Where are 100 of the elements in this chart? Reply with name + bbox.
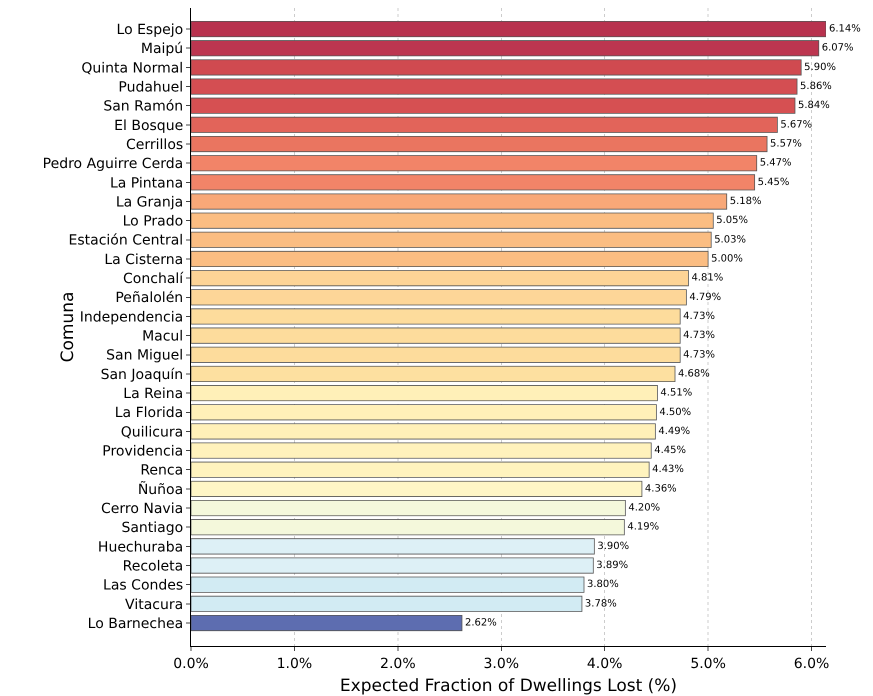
bar	[191, 500, 626, 516]
data-label: 4.20%	[628, 502, 660, 514]
data-label: 5.18%	[730, 196, 762, 208]
data-label: 4.79%	[689, 292, 722, 303]
bar	[191, 116, 778, 133]
bar	[191, 346, 681, 363]
bar	[191, 328, 681, 344]
data-label: 2.62%	[464, 618, 497, 629]
x-axis-title: Expected Fraction of Dwellings Lost (%)	[340, 676, 678, 696]
y-tick-label: Lo Prado	[122, 214, 184, 230]
data-label: 6.07%	[822, 42, 854, 54]
data-label: 5.45%	[758, 176, 790, 188]
bar	[191, 40, 820, 56]
y-axis-title: Comuna	[58, 292, 78, 362]
data-label: 5.05%	[716, 215, 748, 226]
y-tick-label: Maipú	[140, 41, 184, 58]
x-tick-label: 3.0%	[483, 656, 520, 672]
bar	[191, 21, 826, 38]
y-tick-label: Vitacura	[125, 596, 184, 613]
data-label: 3.89%	[596, 560, 628, 572]
data-label: 4.36%	[644, 483, 677, 494]
bar	[191, 423, 656, 440]
x-tick-label: 0.0%	[173, 656, 209, 672]
y-tick-label: Lo Barnechea	[88, 616, 184, 632]
y-tick-label: La Cisterna	[104, 252, 184, 268]
y-tick-label: La Florida	[114, 405, 184, 422]
bar	[191, 270, 689, 286]
data-label: 4.73%	[683, 349, 715, 360]
x-tick-label: 6.0%	[794, 656, 830, 672]
bar	[191, 385, 658, 402]
bar	[191, 462, 650, 478]
data-label: 5.57%	[770, 138, 802, 150]
y-tick-label: Renca	[140, 462, 184, 479]
bar	[191, 212, 714, 229]
x-tick-label: 4.0%	[586, 656, 622, 672]
y-tick-label: San Joaquín	[100, 366, 184, 383]
data-label: 4.19%	[627, 522, 660, 533]
data-label: 4.51%	[660, 388, 692, 399]
data-label: 4.50%	[659, 406, 692, 418]
data-label: 5.67%	[780, 119, 812, 130]
bar	[191, 98, 796, 114]
data-label: 4.43%	[652, 464, 684, 476]
y-tick-label: Recoleta	[122, 558, 184, 574]
bar	[191, 404, 657, 420]
y-tick-label: Ñuñoa	[138, 480, 184, 498]
x-tick-label: 1.0%	[276, 656, 312, 672]
bar	[191, 136, 768, 152]
bar	[191, 480, 642, 497]
data-label: 5.84%	[798, 100, 830, 112]
y-tick-label: Cerrillos	[126, 136, 184, 153]
y-tick-label: Quinta Normal	[81, 60, 184, 76]
data-label: 4.73%	[683, 310, 715, 322]
bar	[191, 614, 462, 632]
data-label: 4.73%	[683, 330, 715, 342]
bar	[191, 538, 595, 554]
y-tick-label: La Pintana	[110, 175, 184, 192]
y-tick-label: Macul	[142, 328, 184, 345]
y-tick-label: Cerro Navia	[101, 500, 184, 517]
y-tick-label: San Ramón	[103, 98, 184, 115]
y-tick-label: Pedro Aguirre Cerda	[42, 156, 184, 172]
data-label: 5.47%	[760, 158, 792, 169]
y-tick-label: Santiago	[121, 520, 184, 536]
data-label: 5.00%	[711, 253, 743, 264]
bar	[191, 519, 625, 536]
bar	[191, 308, 681, 325]
bar	[191, 78, 798, 95]
bar	[191, 289, 687, 306]
bar	[191, 174, 756, 190]
bar	[191, 557, 594, 574]
x-tick-label: 5.0%	[690, 656, 726, 672]
bar	[191, 59, 802, 76]
data-label: 4.45%	[654, 445, 686, 456]
data-label: 5.03%	[714, 234, 746, 246]
bar	[191, 250, 708, 268]
x-tick-label: 2.0%	[380, 656, 416, 672]
data-label: 4.81%	[691, 272, 724, 284]
bar	[191, 576, 584, 593]
data-label: 4.68%	[678, 368, 710, 380]
bar	[191, 366, 676, 382]
data-label: 5.86%	[800, 81, 832, 92]
bar	[191, 193, 728, 210]
y-tick-label: La Granja	[116, 194, 184, 210]
data-label: 4.49%	[658, 426, 690, 437]
y-tick-label: Peñalolén	[115, 290, 184, 306]
y-tick-label: Las Condes	[103, 578, 184, 594]
y-tick-label: Conchalí	[123, 271, 184, 288]
y-tick-label: La Reina	[123, 386, 184, 402]
y-tick-label: Pudahuel	[118, 79, 184, 96]
y-tick-label: Independencia	[80, 309, 184, 326]
y-tick-label: El Bosque	[114, 118, 184, 134]
data-label: 6.14%	[829, 24, 861, 35]
y-tick-label: Huechuraba	[98, 539, 184, 556]
bar	[191, 232, 712, 248]
y-tick-label: Lo Espejo	[116, 22, 184, 38]
data-label: 3.78%	[584, 598, 617, 610]
bar	[191, 155, 758, 172]
y-tick-label: San Miguel	[106, 348, 184, 364]
bar	[191, 596, 582, 612]
y-tick-label: Estación Central	[68, 232, 184, 249]
data-label: 3.90%	[597, 540, 630, 552]
